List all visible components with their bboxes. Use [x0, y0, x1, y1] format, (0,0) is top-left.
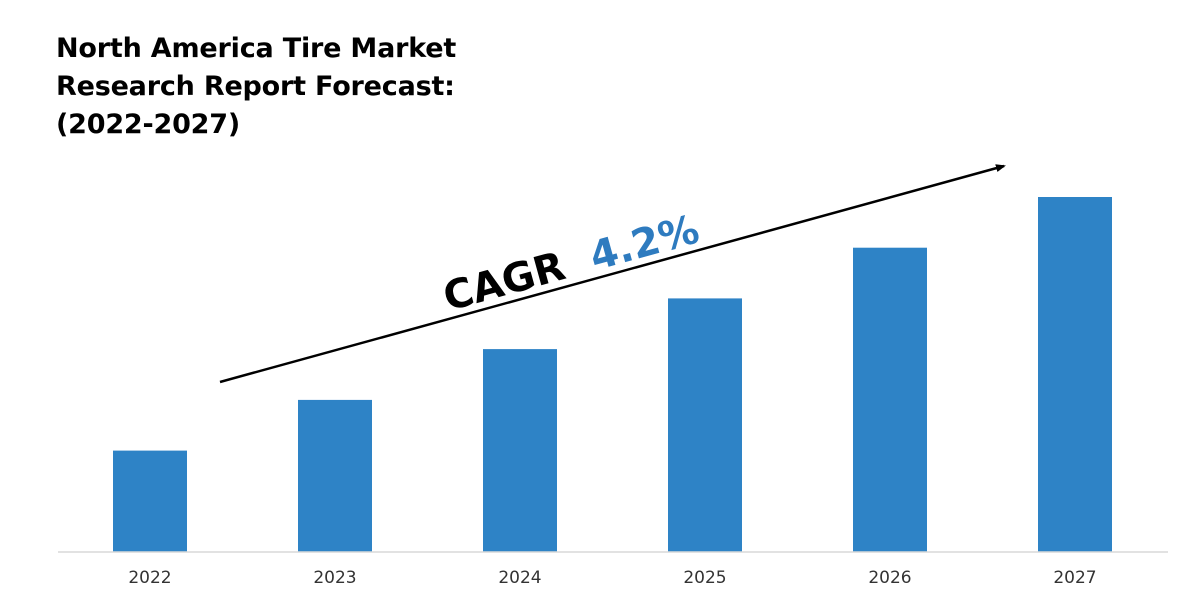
- cagr-label: CAGR: [438, 243, 570, 320]
- cagr-annotation: CAGR 4.2%: [438, 206, 704, 320]
- x-tick-label-2025: 2025: [683, 568, 726, 588]
- bar-2022: [113, 450, 187, 552]
- x-tick-labels: 2022 2023 2024 2025 2026 2027: [128, 568, 1096, 588]
- chart-title-line-3: (2022-2027): [56, 109, 240, 140]
- cagr-value: 4.2%: [585, 206, 704, 280]
- bar-2026: [853, 247, 927, 552]
- bar-2024: [483, 349, 557, 552]
- chart-title-line-1: North America Tire Market: [56, 33, 457, 64]
- bar-2027: [1038, 197, 1112, 552]
- chart-title-line-2: Research Report Forecast:: [56, 71, 455, 102]
- x-tick-label-2027: 2027: [1053, 568, 1096, 588]
- x-tick-label-2024: 2024: [498, 568, 541, 588]
- bar-2023: [298, 399, 372, 552]
- x-tick-label-2026: 2026: [868, 568, 911, 588]
- x-tick-label-2023: 2023: [313, 568, 356, 588]
- x-tick-label-2022: 2022: [128, 568, 171, 588]
- cagr-trend-arrow: [219, 164, 1006, 384]
- bar-2025: [668, 298, 742, 552]
- chart-title: North America Tire Market Research Repor…: [56, 30, 576, 144]
- bars-group: [113, 197, 1112, 552]
